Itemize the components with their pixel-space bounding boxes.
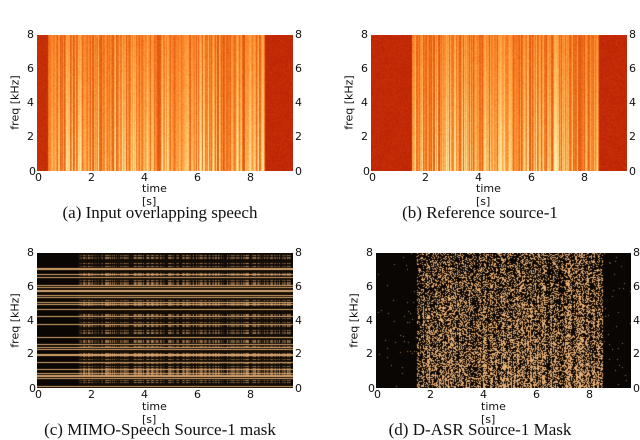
xtick: 6 (194, 171, 201, 184)
ytick: 0 (368, 382, 375, 395)
ytick-right: 4 (295, 314, 302, 327)
ytick: 8 (366, 246, 373, 259)
xtick: 6 (528, 171, 535, 184)
ytick-right: 6 (295, 62, 302, 75)
ytick-right: 2 (295, 347, 302, 360)
ytick: 2 (361, 130, 368, 143)
ytick-right: 4 (295, 96, 302, 109)
ytick-right: 4 (633, 314, 640, 327)
ytick: 0 (29, 165, 36, 178)
y-axis-label: freq [kHz] (347, 293, 361, 348)
ytick-right: 2 (295, 130, 302, 143)
xtick: 2 (88, 171, 95, 184)
xtick: 4 (475, 171, 482, 184)
x-axis-label: time [s] (481, 400, 506, 426)
ytick: 4 (361, 96, 368, 109)
ytick-right: 4 (629, 96, 636, 109)
ytick: 8 (361, 28, 368, 41)
ytick: 6 (27, 280, 34, 293)
y-axis-label: freq [kHz] (8, 293, 22, 348)
ytick-right: 8 (629, 28, 636, 41)
ytick: 4 (366, 314, 373, 327)
xtick: 4 (141, 388, 148, 401)
spectrogram-plot (371, 35, 627, 171)
ytick: 4 (27, 96, 34, 109)
ytick-right: 6 (295, 280, 302, 293)
ytick-right: 6 (633, 280, 640, 293)
ytick: 6 (361, 62, 368, 75)
ytick-right: 0 (295, 165, 302, 178)
xtick: 6 (194, 388, 201, 401)
ytick-right: 8 (633, 246, 640, 259)
xtick: 6 (533, 388, 540, 401)
xtick: 0 (374, 388, 381, 401)
mask-plot (376, 253, 631, 388)
ytick-right: 8 (295, 28, 302, 41)
caption: (b) Reference source-1 (402, 203, 558, 222)
ytick: 2 (27, 130, 34, 143)
ytick: 2 (27, 347, 34, 360)
ytick-right: 8 (295, 246, 302, 259)
xtick: 8 (586, 388, 593, 401)
ytick: 8 (27, 28, 34, 41)
ytick: 0 (363, 165, 370, 178)
mask-plot (37, 253, 293, 388)
x-axis-label: time [s] (142, 400, 167, 426)
ytick: 2 (366, 347, 373, 360)
xtick: 4 (141, 171, 148, 184)
xtick: 0 (369, 171, 376, 184)
ytick-right: 0 (633, 382, 640, 395)
ytick: 6 (366, 280, 373, 293)
xtick: 8 (581, 171, 588, 184)
ytick: 0 (29, 382, 36, 395)
caption: (a) Input overlapping speech (62, 203, 258, 222)
spectrogram-plot (37, 35, 293, 171)
ytick: 8 (27, 246, 34, 259)
y-axis-label: freq [kHz] (8, 75, 22, 130)
x-axis-label: time [s] (142, 182, 167, 208)
y-axis-label: freq [kHz] (342, 75, 356, 130)
x-axis-label: time [s] (476, 182, 501, 208)
ytick-right: 2 (633, 347, 640, 360)
ytick-right: 0 (295, 382, 302, 395)
xtick: 0 (35, 388, 42, 401)
ytick-right: 2 (629, 130, 636, 143)
ytick-right: 6 (629, 62, 636, 75)
xtick: 8 (247, 171, 254, 184)
xtick: 4 (480, 388, 487, 401)
caption: (d) D-ASR Source-1 Mask (388, 420, 572, 439)
ytick: 6 (27, 62, 34, 75)
xtick: 2 (427, 388, 434, 401)
xtick: 2 (422, 171, 429, 184)
caption: (c) MIMO-Speech Source-1 mask (44, 420, 276, 439)
ytick: 4 (27, 314, 34, 327)
xtick: 0 (35, 171, 42, 184)
ytick-right: 0 (629, 165, 636, 178)
xtick: 2 (88, 388, 95, 401)
xtick: 8 (247, 388, 254, 401)
